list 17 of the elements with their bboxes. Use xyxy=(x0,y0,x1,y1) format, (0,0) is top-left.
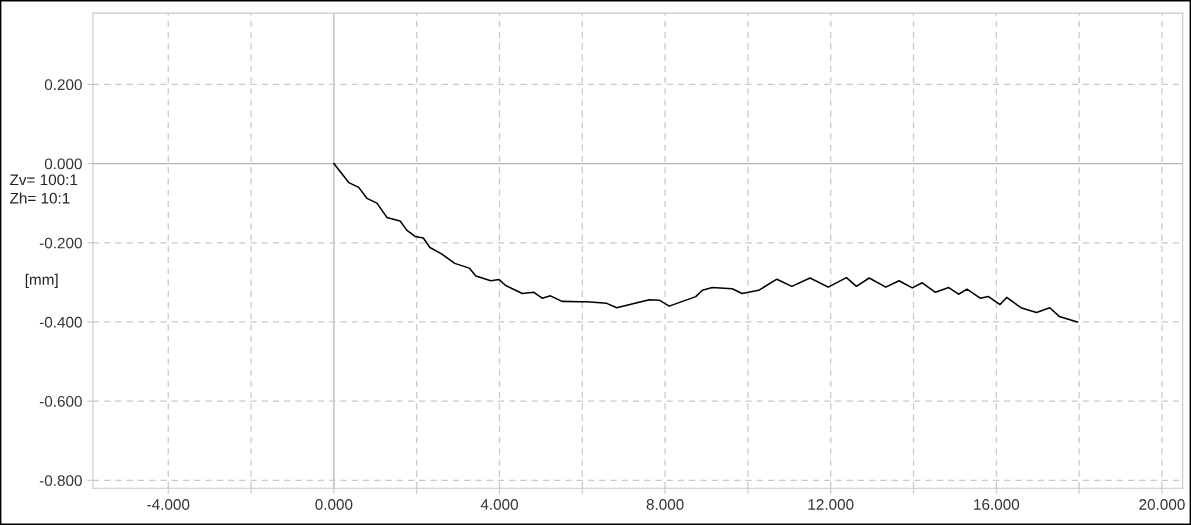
x-tick-label: 0.000 xyxy=(315,499,353,510)
y-tick-label: 0.200 xyxy=(44,79,82,91)
x-tick-label: 4.000 xyxy=(480,499,519,510)
text: Zh= 10:1 xyxy=(10,192,70,204)
y-axis-title: [mm] xyxy=(25,273,58,288)
text: Zv= 100:1 xyxy=(10,174,78,186)
x-tick-label: 20.000 xyxy=(1139,499,1185,510)
y-tick-label: -0.600 xyxy=(39,396,82,407)
line-series xyxy=(333,162,1079,323)
y-tick-label: -0.400 xyxy=(39,316,82,328)
x-tick-label: 8.000 xyxy=(646,499,684,510)
y-tick-label: -0.800 xyxy=(39,475,82,487)
x-tick-label: -4.000 xyxy=(147,499,190,510)
x-tick-label: 16.000 xyxy=(974,499,1020,510)
x-tick-label: 12.000 xyxy=(808,499,854,510)
y-tick-label: 0.000 xyxy=(44,158,82,170)
y-tick-label: -0.200 xyxy=(39,237,82,249)
